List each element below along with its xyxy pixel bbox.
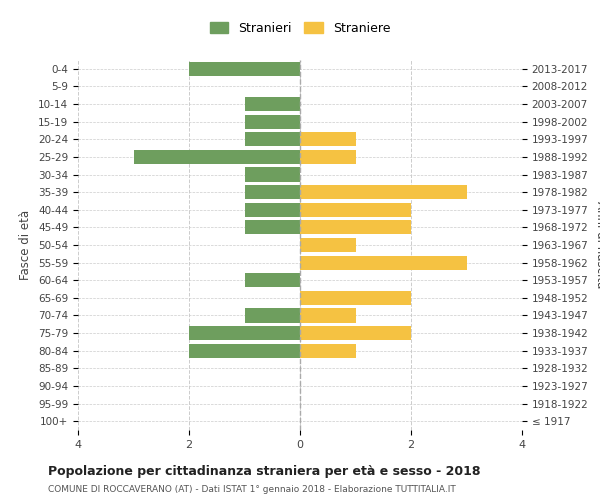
Bar: [300, 185, 467, 199]
Y-axis label: Fasce di età: Fasce di età: [19, 210, 32, 280]
Bar: [133, 150, 300, 164]
Bar: [189, 62, 300, 76]
Legend: Stranieri, Straniere: Stranieri, Straniere: [206, 18, 394, 38]
Y-axis label: Anni di nascita: Anni di nascita: [594, 202, 600, 288]
Bar: [245, 168, 300, 181]
Text: COMUNE DI ROCCAVERANO (AT) - Dati ISTAT 1° gennaio 2018 - Elaborazione TUTTITALI: COMUNE DI ROCCAVERANO (AT) - Dati ISTAT …: [48, 485, 456, 494]
Bar: [245, 114, 300, 128]
Bar: [300, 291, 411, 305]
Bar: [300, 256, 467, 270]
Bar: [245, 185, 300, 199]
Bar: [300, 220, 411, 234]
Bar: [189, 326, 300, 340]
Bar: [300, 308, 355, 322]
Bar: [189, 344, 300, 358]
Bar: [300, 238, 355, 252]
Bar: [245, 273, 300, 287]
Bar: [300, 344, 355, 358]
Text: Popolazione per cittadinanza straniera per età e sesso - 2018: Popolazione per cittadinanza straniera p…: [48, 465, 481, 478]
Bar: [300, 202, 411, 217]
Bar: [300, 132, 355, 146]
Bar: [245, 202, 300, 217]
Bar: [245, 308, 300, 322]
Bar: [245, 220, 300, 234]
Bar: [300, 150, 355, 164]
Bar: [245, 97, 300, 111]
Bar: [245, 132, 300, 146]
Bar: [300, 326, 411, 340]
